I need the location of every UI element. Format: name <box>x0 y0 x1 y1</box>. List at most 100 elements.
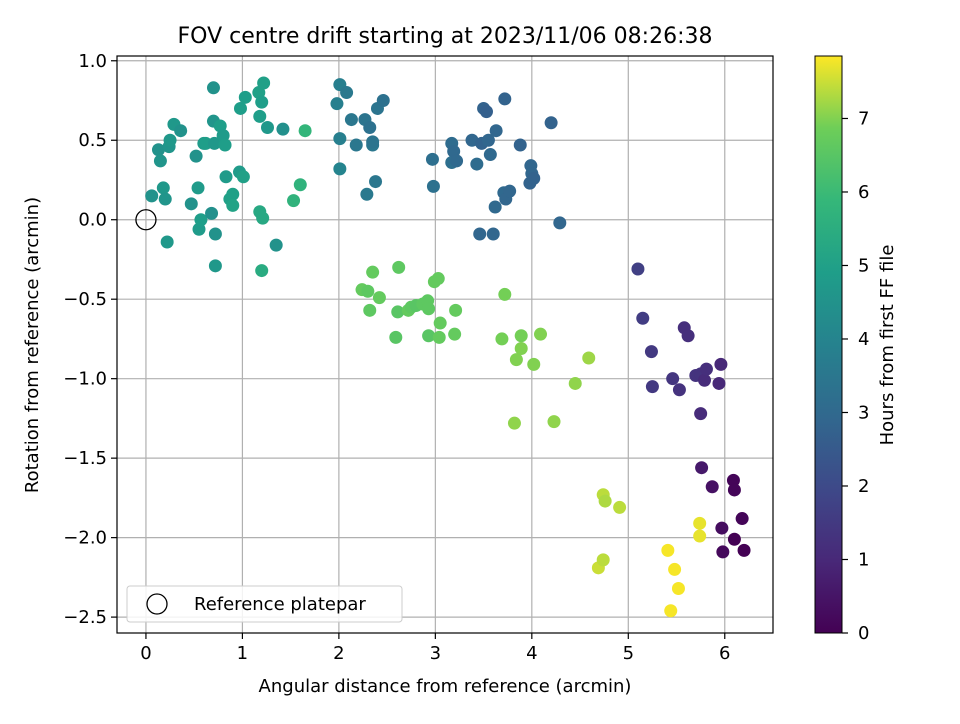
data-point <box>513 138 527 152</box>
data-point <box>582 351 596 365</box>
data-point <box>184 197 198 211</box>
data-point <box>631 262 645 276</box>
data-point <box>486 227 500 241</box>
colorbar-tick-label: 0 <box>858 623 869 644</box>
x-tick-label: 2 <box>333 643 344 664</box>
data-point <box>712 376 726 390</box>
data-point <box>366 135 380 149</box>
data-point <box>287 194 301 208</box>
data-point <box>191 181 205 195</box>
colorbar-tick-label: 4 <box>858 329 869 350</box>
data-point <box>344 113 358 127</box>
data-point <box>160 235 174 249</box>
x-tick-label: 3 <box>430 643 441 664</box>
data-point <box>194 213 208 227</box>
data-point <box>206 81 220 95</box>
data-point <box>727 532 741 546</box>
colorbar: 0 1 2 3 4 5 6 7 Hours from first FF file <box>814 55 898 644</box>
reference-layer <box>135 209 157 231</box>
colorbar-gradient <box>814 55 843 634</box>
data-point <box>238 90 252 104</box>
data-point <box>174 124 188 138</box>
data-point <box>389 330 403 344</box>
data-point <box>145 189 159 203</box>
x-tick-label: 4 <box>526 643 537 664</box>
x-tick-label: 1 <box>237 643 248 664</box>
data-point <box>664 604 678 618</box>
data-point <box>671 581 685 595</box>
data-point <box>253 109 267 123</box>
data-point <box>255 264 269 278</box>
y-tick-label: −2.0 <box>63 528 107 549</box>
legend-box <box>126 585 403 623</box>
colorbar-tick-label: 1 <box>858 549 869 570</box>
x-tick-label: 0 <box>140 643 151 664</box>
data-point <box>498 92 512 106</box>
data-point <box>360 187 374 201</box>
colorbar-tick-label: 3 <box>858 402 869 423</box>
reference-platepar-marker <box>135 209 157 231</box>
data-point <box>598 494 612 508</box>
data-point <box>426 179 440 193</box>
data-point <box>448 327 462 341</box>
data-point <box>256 211 270 225</box>
data-point <box>376 94 390 108</box>
data-point <box>369 175 383 189</box>
data-point <box>363 303 377 317</box>
data-point <box>495 332 509 346</box>
data-point <box>333 162 347 176</box>
y-tick-label: 0.0 <box>78 210 107 231</box>
data-point <box>727 483 741 497</box>
data-point <box>208 227 222 241</box>
data-point <box>366 265 380 279</box>
legend-reference-label: Reference platepar <box>194 594 366 615</box>
data-point <box>260 121 274 135</box>
data-point <box>226 187 240 201</box>
data-point <box>433 316 447 330</box>
data-point <box>226 198 240 212</box>
data-point <box>233 101 247 115</box>
data-point <box>422 302 436 316</box>
data-point <box>431 272 445 286</box>
data-point <box>636 311 650 325</box>
x-tick-label: 6 <box>719 643 730 664</box>
data-point <box>737 543 751 557</box>
data-point <box>544 116 558 130</box>
data-point <box>514 341 528 355</box>
colorbar-tick-label: 6 <box>858 182 869 203</box>
data-point <box>205 206 219 220</box>
data-point <box>156 181 170 195</box>
data-point <box>547 415 561 429</box>
chart-title: FOV centre drift starting at 2023/11/06 … <box>178 24 713 49</box>
data-point <box>489 124 503 138</box>
data-point <box>645 380 659 394</box>
data-point <box>432 330 446 344</box>
data-point <box>479 105 493 119</box>
data-point <box>699 362 713 376</box>
data-point <box>668 562 682 576</box>
data-point <box>735 512 749 526</box>
data-point <box>488 200 502 214</box>
legend: Reference platepar <box>126 585 403 623</box>
data-point <box>207 136 221 150</box>
data-point <box>534 327 548 341</box>
data-point <box>298 124 312 138</box>
data-point <box>276 122 290 136</box>
data-point <box>473 227 487 241</box>
data-point <box>449 303 463 317</box>
data-point <box>509 353 523 367</box>
data-point <box>361 284 375 298</box>
data-point <box>716 545 730 559</box>
data-point <box>693 529 707 543</box>
data-point <box>613 500 627 514</box>
data-point <box>422 329 436 343</box>
data-point <box>553 216 567 230</box>
data-point <box>695 461 709 475</box>
colorbar-tick-label: 7 <box>858 108 869 129</box>
grid <box>117 56 773 633</box>
data-point <box>672 383 686 397</box>
data-point <box>218 138 232 152</box>
data-point <box>425 152 439 166</box>
